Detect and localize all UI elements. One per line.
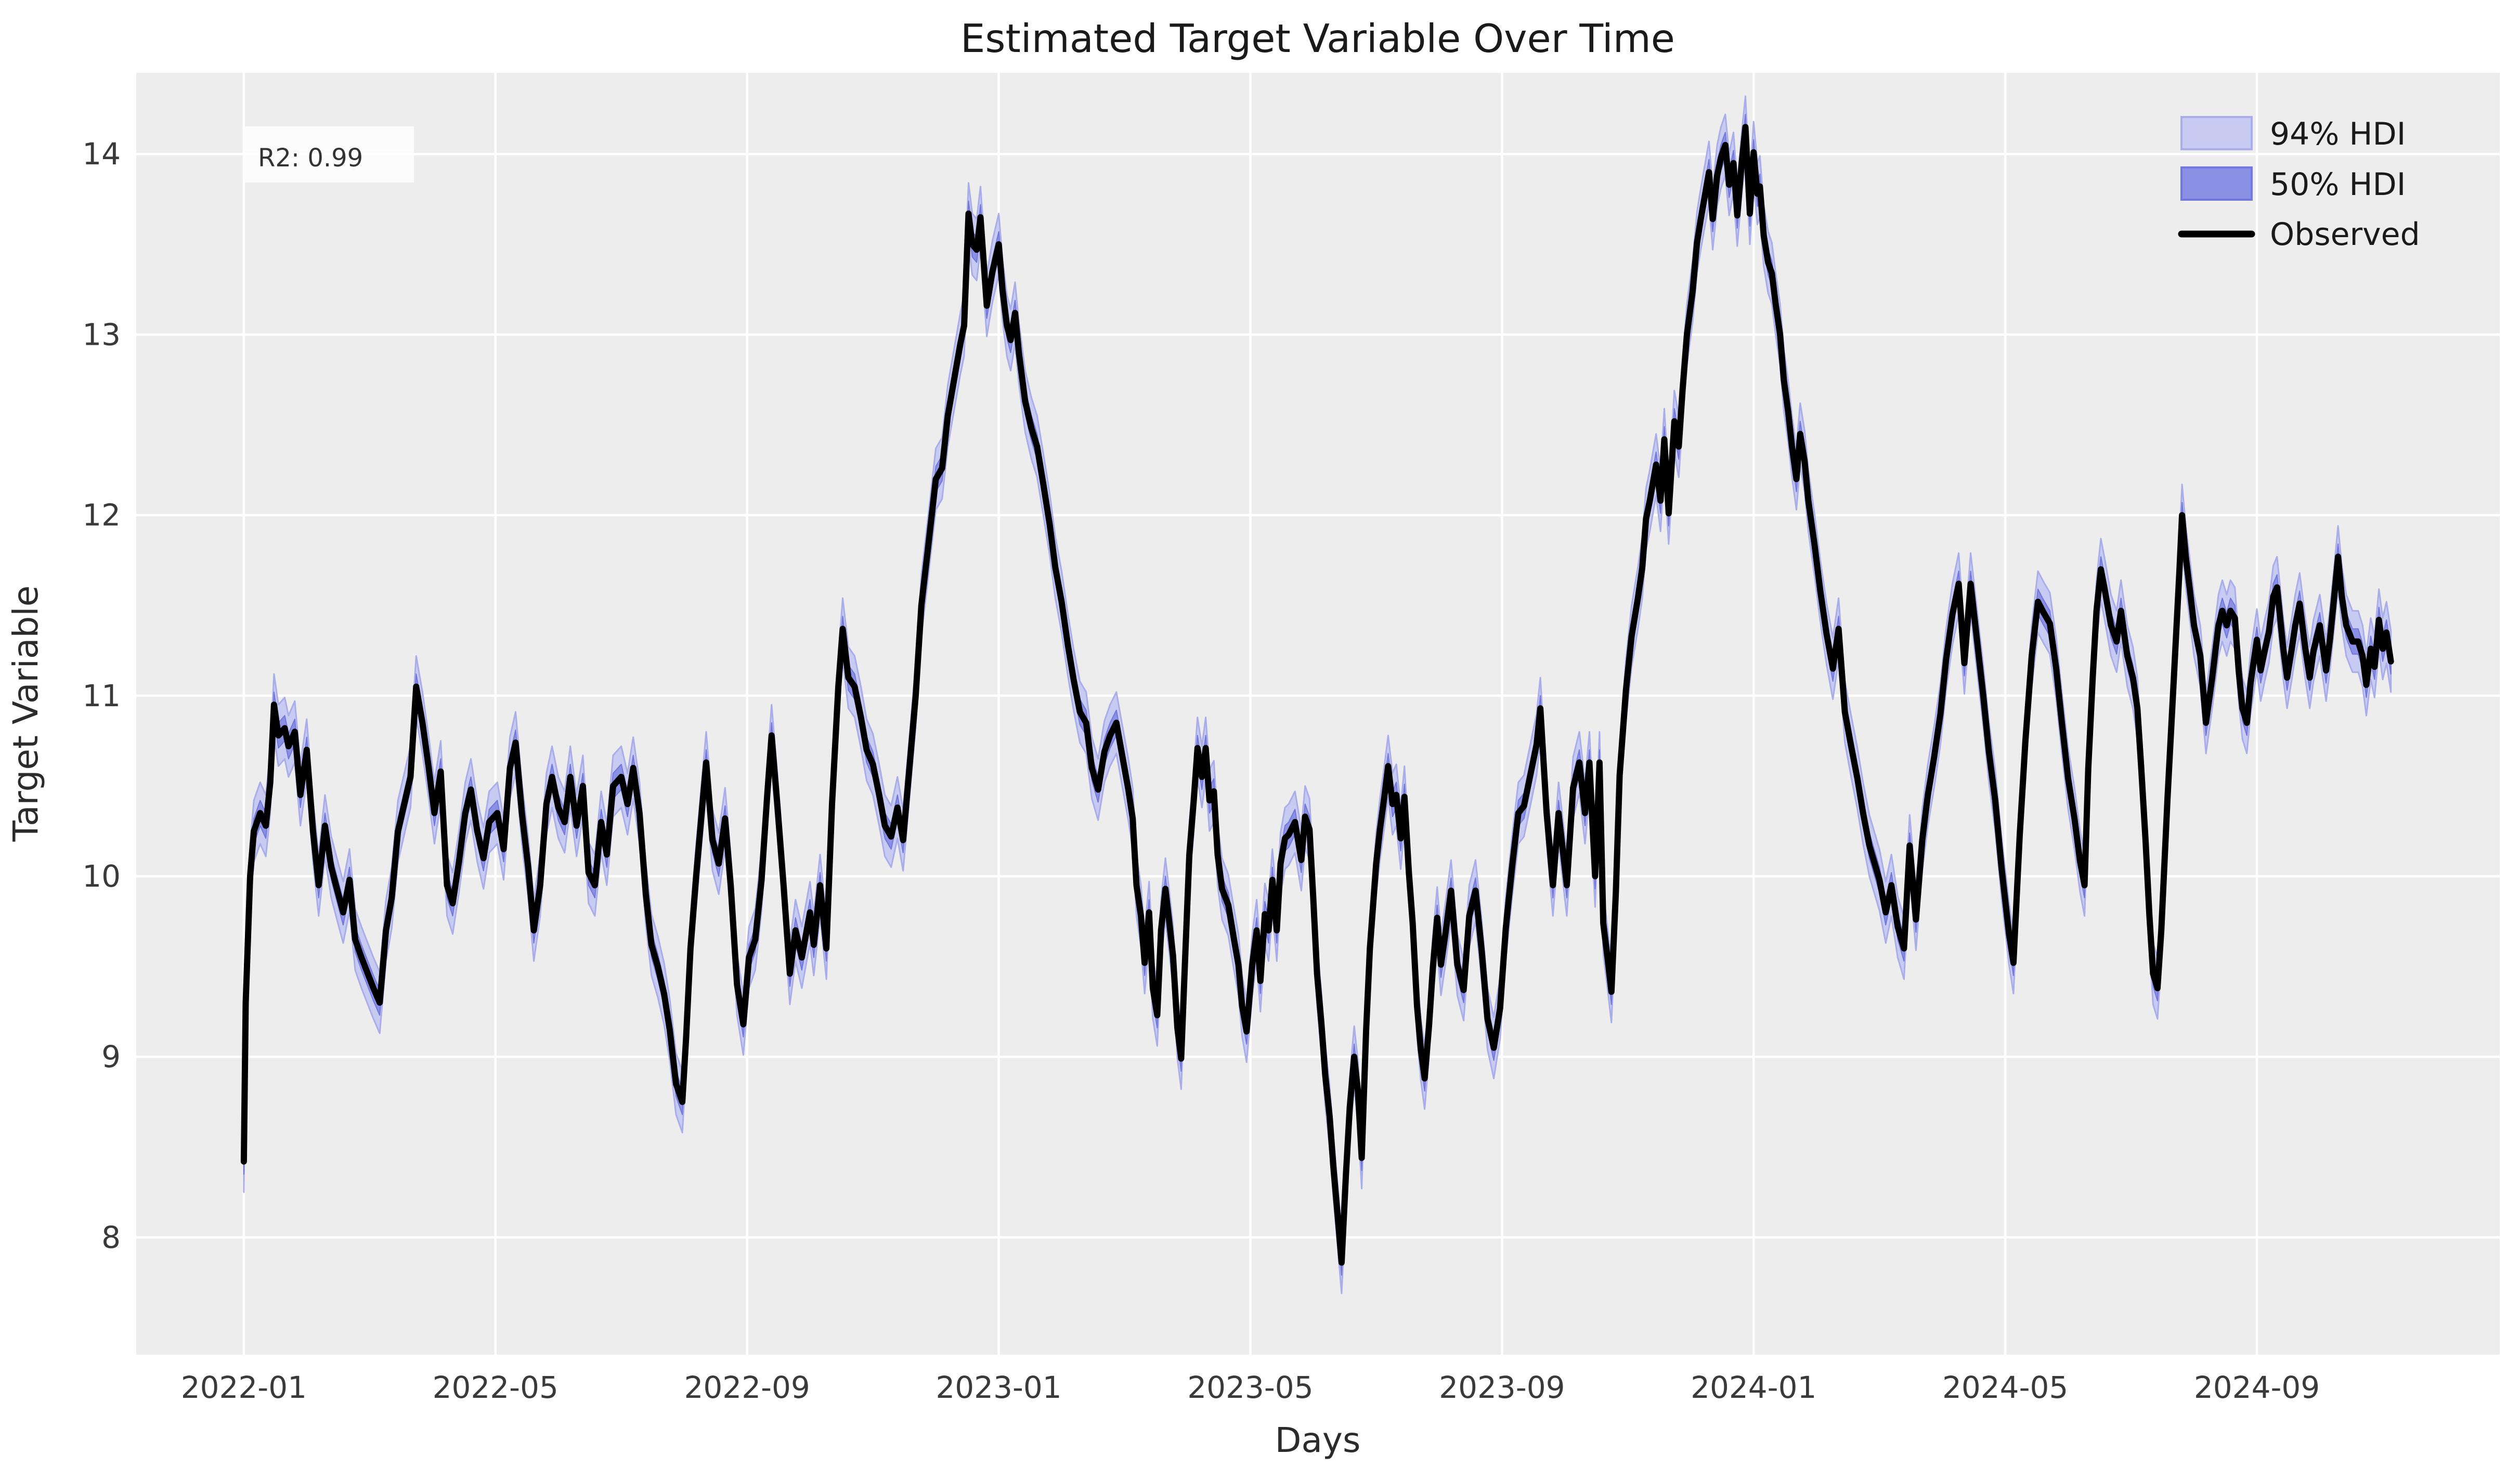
legend-label-observed: Observed	[2270, 216, 2420, 253]
legend-label-50-hdi: 50% HDI	[2270, 166, 2406, 203]
observed-line-path	[240, 124, 2394, 1266]
r2-annotation-box	[244, 126, 414, 183]
x-axis-label: Days	[1275, 1420, 1361, 1460]
hdi-94-band	[243, 95, 2392, 1294]
y-tick-label-10: 10	[82, 859, 121, 894]
x-tick-label-2023-01: 2023-01	[936, 1370, 1061, 1405]
x-tick-label-2024-09: 2024-09	[2194, 1370, 2320, 1405]
y-tick-label-13: 13	[82, 317, 121, 352]
hdi-94-band-path	[243, 95, 2392, 1294]
x-tick-label-2024-01: 2024-01	[1691, 1370, 1816, 1405]
y-tick-label-14: 14	[82, 136, 121, 172]
observed-line	[240, 124, 2394, 1266]
gridlines	[136, 73, 2500, 1355]
x-tick-label-2022-09: 2022-09	[684, 1370, 810, 1405]
y-tick-label-9: 9	[101, 1039, 121, 1074]
y-tick-label-11: 11	[82, 678, 121, 713]
y-tick-label-12: 12	[82, 498, 121, 533]
legend-label-94-hdi: 94% HDI	[2270, 116, 2406, 152]
x-tick-label-2023-05: 2023-05	[1187, 1370, 1313, 1405]
chart-title: Estimated Target Variable Over Time	[960, 16, 1675, 61]
y-axis-tick-labels: 8 9 10 11 12 13 14	[82, 136, 121, 1255]
y-axis-label: Target Variable	[6, 586, 46, 842]
legend: 94% HDI 50% HDI Observed	[2178, 116, 2420, 253]
x-tick-label-2022-01: 2022-01	[181, 1370, 307, 1405]
legend-swatch-94-hdi	[2180, 116, 2253, 150]
r2-annotation-text: R2: 0.99	[258, 144, 363, 173]
x-axis-tick-labels: 2022-01 2022-05 2022-09 2023-01 2023-05 2023-…	[181, 1370, 2320, 1405]
x-tick-label-2024-05: 2024-05	[1942, 1370, 2068, 1405]
x-tick-label-2023-09: 2023-09	[1439, 1370, 1565, 1405]
y-tick-label-8: 8	[101, 1219, 121, 1255]
legend-swatch-50-hdi	[2180, 166, 2253, 201]
x-tick-label-2022-05: 2022-05	[433, 1370, 558, 1405]
r2-annotation: R2: 0.99	[244, 126, 414, 183]
plot-area	[136, 73, 2500, 1355]
